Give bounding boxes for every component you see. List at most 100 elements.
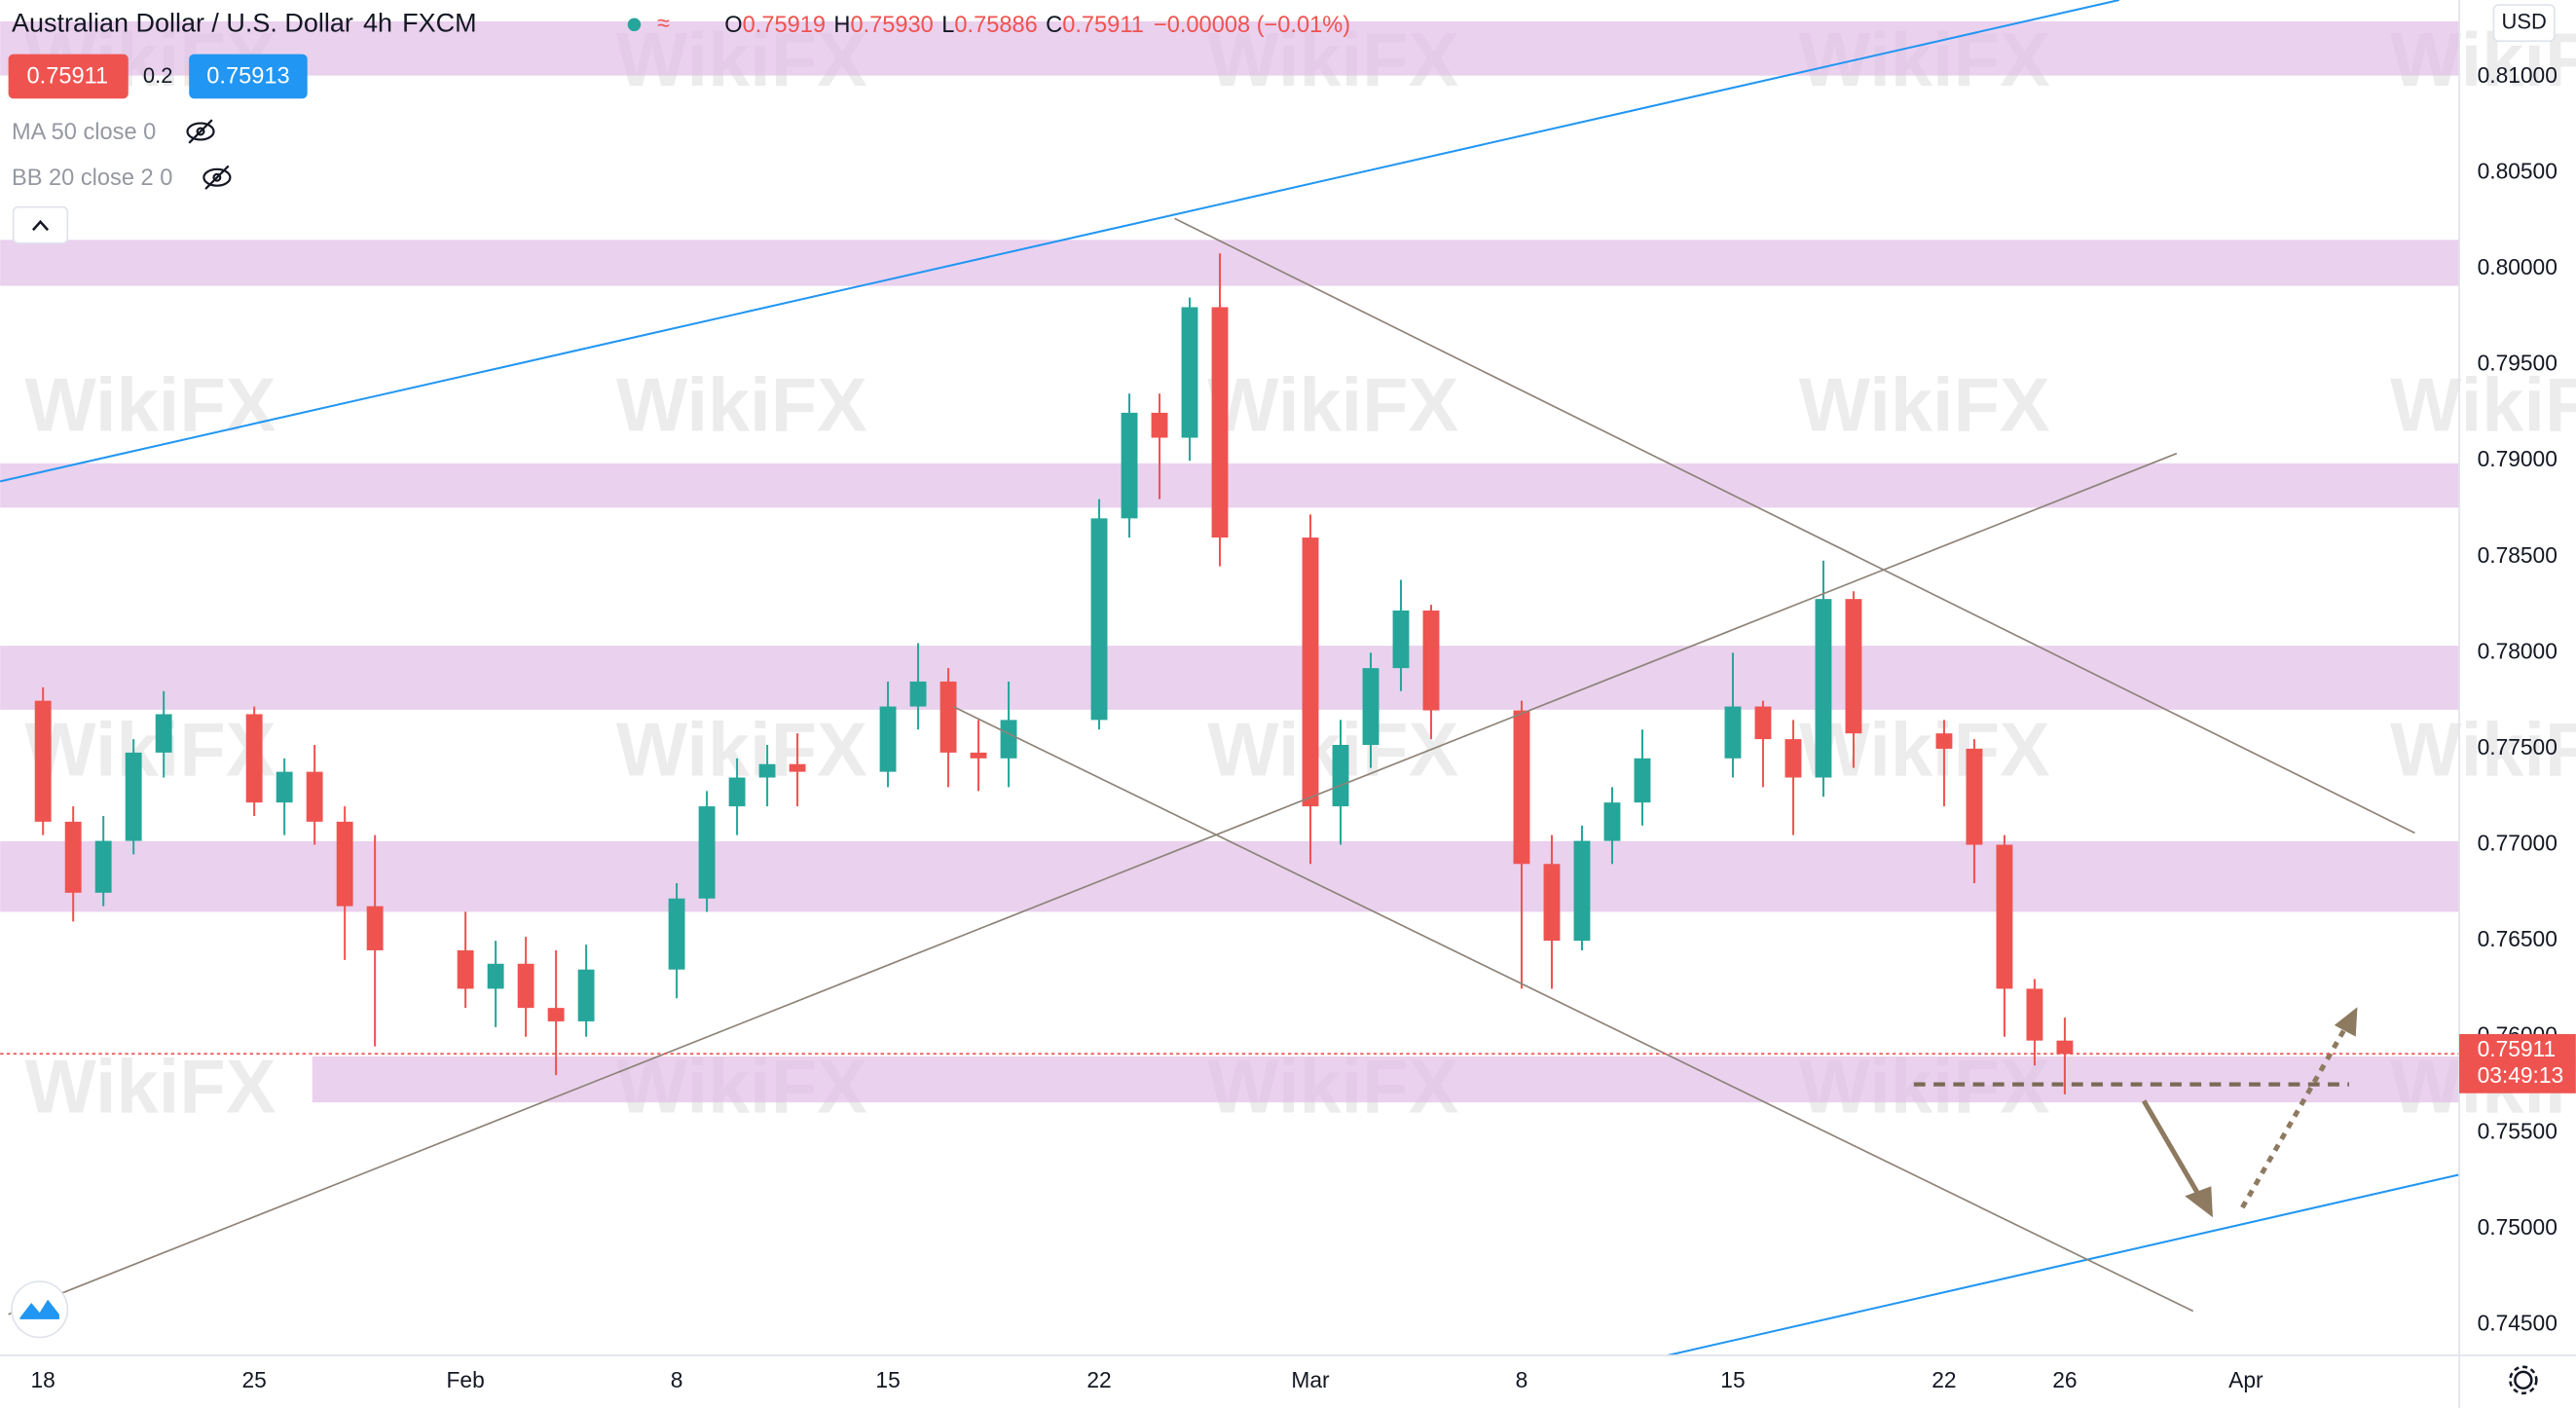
zones <box>0 20 2460 1103</box>
candle-body <box>758 763 776 778</box>
collapse-button[interactable] <box>12 205 69 244</box>
candle-body <box>1996 844 2013 989</box>
trend-line <box>1174 217 2415 834</box>
wave-icon: ≈ <box>657 12 670 37</box>
candle-body <box>1785 739 1802 778</box>
candle-body <box>1211 307 1229 538</box>
header: Australian Dollar / U.S. Dollar 4h FXCM <box>12 8 477 37</box>
arrow <box>2141 1099 2204 1201</box>
ohlc-label: C <box>1046 13 1062 38</box>
candle-body <box>1724 706 1742 759</box>
candle-body <box>366 906 384 950</box>
x-tick-label: 15 <box>1720 1367 1745 1392</box>
candle-body <box>276 771 293 803</box>
x-tick-label: Apr <box>2228 1367 2263 1392</box>
watermark: WikiFX <box>2390 709 2576 793</box>
axes: 0.745000.750000.755000.760000.765000.770… <box>31 62 2558 1392</box>
candle-body <box>668 898 685 970</box>
candle-body <box>155 714 172 753</box>
arrow-head <box>2185 1186 2213 1218</box>
zone <box>0 240 2460 286</box>
candle-body <box>879 706 897 772</box>
settings-icon[interactable] <box>2509 1365 2538 1395</box>
y-tick-label: 0.78000 <box>2478 638 2558 663</box>
candle-body <box>1603 802 1621 841</box>
candle-body <box>1090 518 1108 721</box>
y-tick-label: 0.80000 <box>2478 254 2558 279</box>
interval: 4h <box>363 8 392 37</box>
change: −0.00008 (−0.01%) <box>1154 13 1350 38</box>
exchange: FXCM <box>402 8 476 37</box>
trend-line <box>1667 1173 2460 1356</box>
ohlc-value: 0.75886 <box>954 13 1037 38</box>
y-tick-label: 0.78500 <box>2478 542 2558 568</box>
last-price-label: 0.75911 <box>2478 1036 2557 1061</box>
candle-body <box>1815 599 1832 778</box>
y-tick-label: 0.77000 <box>2478 831 2558 856</box>
sell-button[interactable] <box>8 54 129 99</box>
candle-body <box>1181 307 1198 438</box>
candle-body <box>1332 745 1349 807</box>
candle-body <box>336 821 353 907</box>
logo <box>19 1299 59 1319</box>
candle-body <box>1513 710 1530 865</box>
ohlc: O0.75919 H0.75930 L0.75886 C0.75911 −0.00008… <box>724 13 1350 38</box>
buy-button[interactable] <box>189 54 308 99</box>
candle-body <box>1121 412 1138 519</box>
x-tick-label: 18 <box>31 1367 55 1392</box>
candle-body <box>728 777 746 807</box>
watermark: WikiFX <box>1799 363 2050 447</box>
watermark: WikiFX <box>616 363 867 447</box>
ohlc-value: 0.75930 <box>850 13 933 38</box>
bid[interactable]: 0.75911 <box>27 64 109 90</box>
candle-body <box>1573 840 1591 942</box>
watermark: WikiFX <box>1207 363 1458 447</box>
candle-body <box>1935 733 1953 749</box>
y-tick-label: 0.77500 <box>2478 734 2558 760</box>
watermark: WikiFX <box>2390 363 2576 447</box>
candle-body <box>939 681 957 753</box>
x-tick-label: 8 <box>671 1367 683 1392</box>
zone <box>0 840 2460 912</box>
indicator[interactable]: BB 20 close 2 0 <box>12 166 172 191</box>
watermark: WikiFX <box>24 1046 276 1130</box>
candle-body <box>2026 988 2043 1041</box>
logo-button[interactable] <box>11 1280 69 1339</box>
hidden-icon[interactable] <box>186 119 215 144</box>
ohlc-value: 0.75911 <box>1062 13 1144 38</box>
currency-box[interactable] <box>2492 4 2556 43</box>
ohlc-value: 0.75919 <box>743 13 826 38</box>
arrow-head <box>2334 1007 2358 1037</box>
watermark: WikiFX <box>1799 709 2050 793</box>
x-tick-label: Mar <box>1291 1367 1330 1392</box>
candle-body <box>1845 599 1862 734</box>
ohlc-label: O <box>724 13 742 38</box>
indicator[interactable]: MA 50 close 0 <box>12 120 156 145</box>
hidden-icon[interactable] <box>202 165 232 190</box>
candle-body <box>577 969 595 1021</box>
candle-body <box>2056 1040 2074 1055</box>
candle-body <box>64 821 82 893</box>
candle-body <box>1754 706 1772 740</box>
candle-body <box>1302 537 1319 807</box>
y-tick-label: 0.76500 <box>2478 926 2558 951</box>
candle-body <box>34 700 52 822</box>
candle-body <box>789 763 806 772</box>
drawings <box>0 0 2460 1356</box>
candle-body <box>94 840 112 893</box>
zone <box>0 20 2460 76</box>
y-tick-label: 0.81000 <box>2478 62 2558 88</box>
last-price-bg <box>2459 1034 2576 1093</box>
x-tick-label: Feb <box>447 1367 485 1392</box>
ohlc-label: H <box>833 13 850 38</box>
x-tick-label: 22 <box>1932 1367 1956 1392</box>
y-tick-label: 0.79500 <box>2478 351 2558 376</box>
trend-line <box>8 452 2178 1315</box>
ask[interactable]: 0.75913 <box>206 64 289 90</box>
y-tick-label: 0.79000 <box>2478 446 2558 471</box>
trend-line <box>952 705 2194 1313</box>
symbol: Australian Dollar / U.S. Dollar <box>12 8 353 37</box>
x-tick-label: 8 <box>1516 1367 1528 1392</box>
x-tick-label: 22 <box>1086 1367 1111 1392</box>
currency[interactable]: USD <box>2502 9 2547 33</box>
